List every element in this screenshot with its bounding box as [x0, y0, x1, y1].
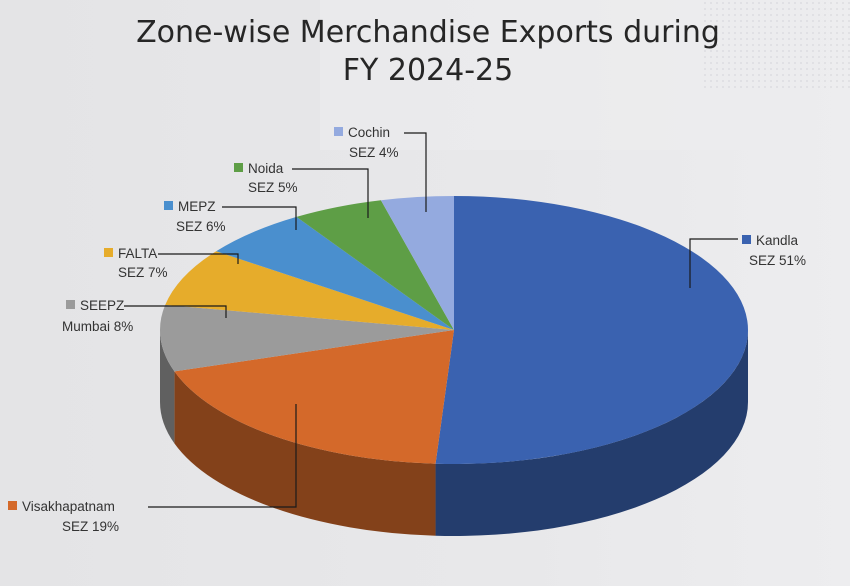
legend-marker-seepz [66, 300, 75, 309]
slice-label-cochin: Cochin [348, 125, 390, 140]
leader-line-falta [158, 253, 239, 264]
legend-marker-kandla [742, 235, 751, 244]
slice-value-noida: SEZ 5% [248, 180, 298, 195]
legend-marker-falta [104, 248, 113, 257]
slice-value-kandla: SEZ 51% [749, 253, 806, 268]
pie-labels: Kandla SEZ 51% Visakhapatnam SEZ 19% SEEPZ Mu… [8, 125, 806, 534]
label-group-falta: FALTA SEZ 7% [104, 246, 239, 280]
slice-label-visakhapatnam: Visakhapatnam [22, 499, 115, 514]
background-dots [700, 0, 850, 90]
pie-slice-noida[interactable] [296, 200, 454, 330]
pie-slice-seepz[interactable] [159, 304, 454, 372]
slice-value-falta: SEZ 7% [118, 265, 168, 280]
legend-marker-mepz [164, 201, 173, 210]
legend-marker-visakhapatnam [8, 501, 17, 510]
label-group-noida: Noida SEZ 5% [234, 161, 369, 218]
pie-slice-falta[interactable] [165, 251, 454, 330]
slice-label-falta: FALTA [118, 246, 157, 261]
label-group-seepz: SEEPZ Mumbai 8% [62, 298, 227, 334]
leader-line-noida [292, 168, 369, 218]
pie-slice-kandla[interactable] [435, 196, 748, 464]
leader-line-seepz [124, 305, 227, 318]
chart-title-line-2: FY 2024-25 [343, 53, 513, 88]
legend-marker-cochin [334, 127, 343, 136]
chart-title-line-1: Zone-wise Merchandise Exports during [136, 15, 720, 50]
pie-slice-mepz[interactable] [216, 216, 454, 330]
slice-label-kandla: Kandla [756, 233, 799, 248]
slice-value-cochin: SEZ 4% [349, 145, 399, 160]
leader-line-mepz [222, 206, 297, 230]
slice-label-noida: Noida [248, 161, 284, 176]
slice-value-seepz: Mumbai 8% [62, 319, 133, 334]
label-group-mepz: MEPZ SEZ 6% [164, 199, 297, 234]
pie-slice-visakhapatnam[interactable] [174, 330, 454, 464]
leader-line-cochin [404, 132, 427, 212]
slice-label-mepz: MEPZ [178, 199, 216, 214]
pie-tops [159, 196, 748, 464]
slice-label-seepz: SEEPZ [80, 298, 124, 313]
label-group-cochin: Cochin SEZ 4% [334, 125, 427, 212]
slice-value-mepz: SEZ 6% [176, 219, 226, 234]
pie-side-seepz [160, 330, 175, 444]
slice-value-visakhapatnam: SEZ 19% [62, 519, 119, 534]
pie-slice-cochin[interactable] [380, 196, 454, 330]
label-group-kandla: Kandla SEZ 51% [689, 233, 806, 288]
pie-side-visakhapatnam [174, 371, 436, 536]
leader-line-kandla [689, 238, 738, 288]
legend-marker-noida [234, 163, 243, 172]
pie-side-kandla [435, 330, 748, 536]
leader-line-visakhapatnam [148, 404, 297, 508]
label-group-visakhapatnam: Visakhapatnam SEZ 19% [8, 404, 297, 534]
pie-sides [160, 330, 748, 536]
chart-title: Zone-wise Merchandise Exports during FY … [136, 15, 720, 88]
